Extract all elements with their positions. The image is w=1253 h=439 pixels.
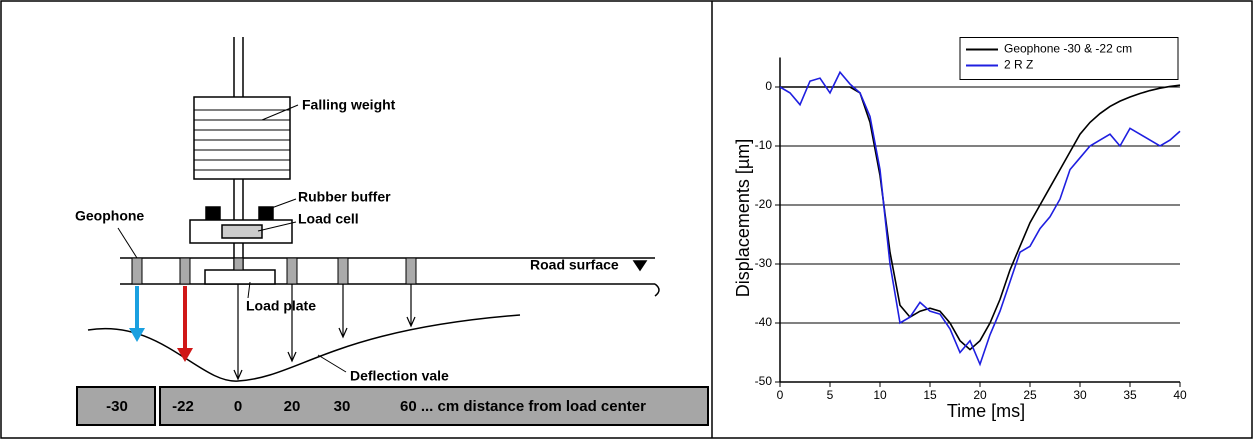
legend-box [959,37,1179,80]
distance-label: 20 [284,398,301,415]
label: Load plate [246,298,316,314]
distance-label: -22 [172,398,194,415]
x-tick-label: 10 [873,388,887,402]
diagram [76,37,709,426]
distance-label: -30 [106,398,128,415]
y-tick-label: -50 [755,374,773,388]
x-tick-label: 25 [1023,388,1037,402]
label: Rubber buffer [298,189,391,205]
label: Load cell [298,211,359,227]
y-tick-label: -40 [755,315,773,329]
label: Road surface [530,257,619,273]
x-tick-label: 0 [777,388,784,402]
y-tick-label: -10 [755,138,773,152]
y-tick-label: -30 [755,256,773,270]
y-tick-label: -20 [755,197,773,211]
distance-label: 0 [234,398,242,415]
label: Falling weight [302,97,396,113]
x-tick-label: 15 [923,388,937,402]
label: Geophone [75,208,144,224]
label: Deflection vale [350,368,449,384]
x-tick-label: 30 [1073,388,1087,402]
distance-label: 60 ... cm distance from load center [400,398,646,415]
y-axis-label: Displacements [µm] [733,139,753,297]
legend-label: Geophone -30 & -22 cm [1004,42,1132,56]
y-tick-label: 0 [765,79,772,93]
x-tick-label: 5 [827,388,834,402]
x-tick-label: 40 [1173,388,1187,402]
x-axis-label: Time [ms] [947,401,1025,421]
series-line [779,70,1181,367]
legend-label: 2 R Z [1004,58,1033,72]
x-tick-label: 35 [1123,388,1137,402]
series-line [780,84,1181,351]
distance-label: 30 [334,398,351,415]
x-tick-label: 20 [973,388,987,402]
